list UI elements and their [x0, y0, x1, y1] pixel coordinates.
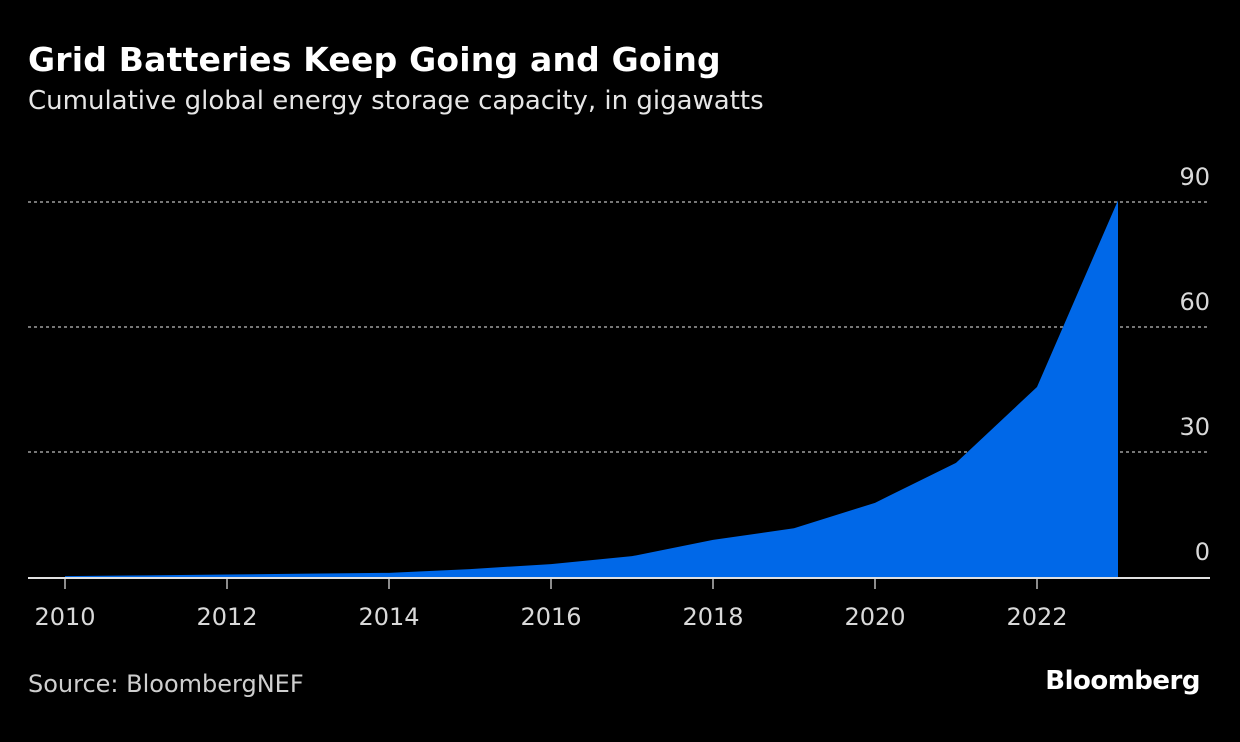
series-area: [65, 200, 1118, 578]
chart-title: Grid Batteries Keep Going and Going: [28, 40, 721, 79]
x-tick-label: 2014: [358, 603, 419, 631]
x-tick-label: 2018: [682, 603, 743, 631]
x-tick-label: 2016: [520, 603, 581, 631]
chart-subtitle: Cumulative global energy storage capacit…: [28, 86, 764, 116]
bloomberg-logo: Bloomberg: [1045, 666, 1200, 696]
x-tick-label: 2010: [34, 603, 95, 631]
x-tick-label: 2022: [1006, 603, 1067, 631]
x-tick-label: 2012: [196, 603, 257, 631]
y-tick-label: 60: [1179, 288, 1210, 316]
x-tick-label: 2020: [844, 603, 905, 631]
y-tick-label: 30: [1179, 413, 1210, 441]
y-tick-label: 0: [1195, 538, 1210, 566]
source-note: Source: BloombergNEF: [28, 670, 304, 698]
y-tick-label: 90: [1179, 163, 1210, 191]
